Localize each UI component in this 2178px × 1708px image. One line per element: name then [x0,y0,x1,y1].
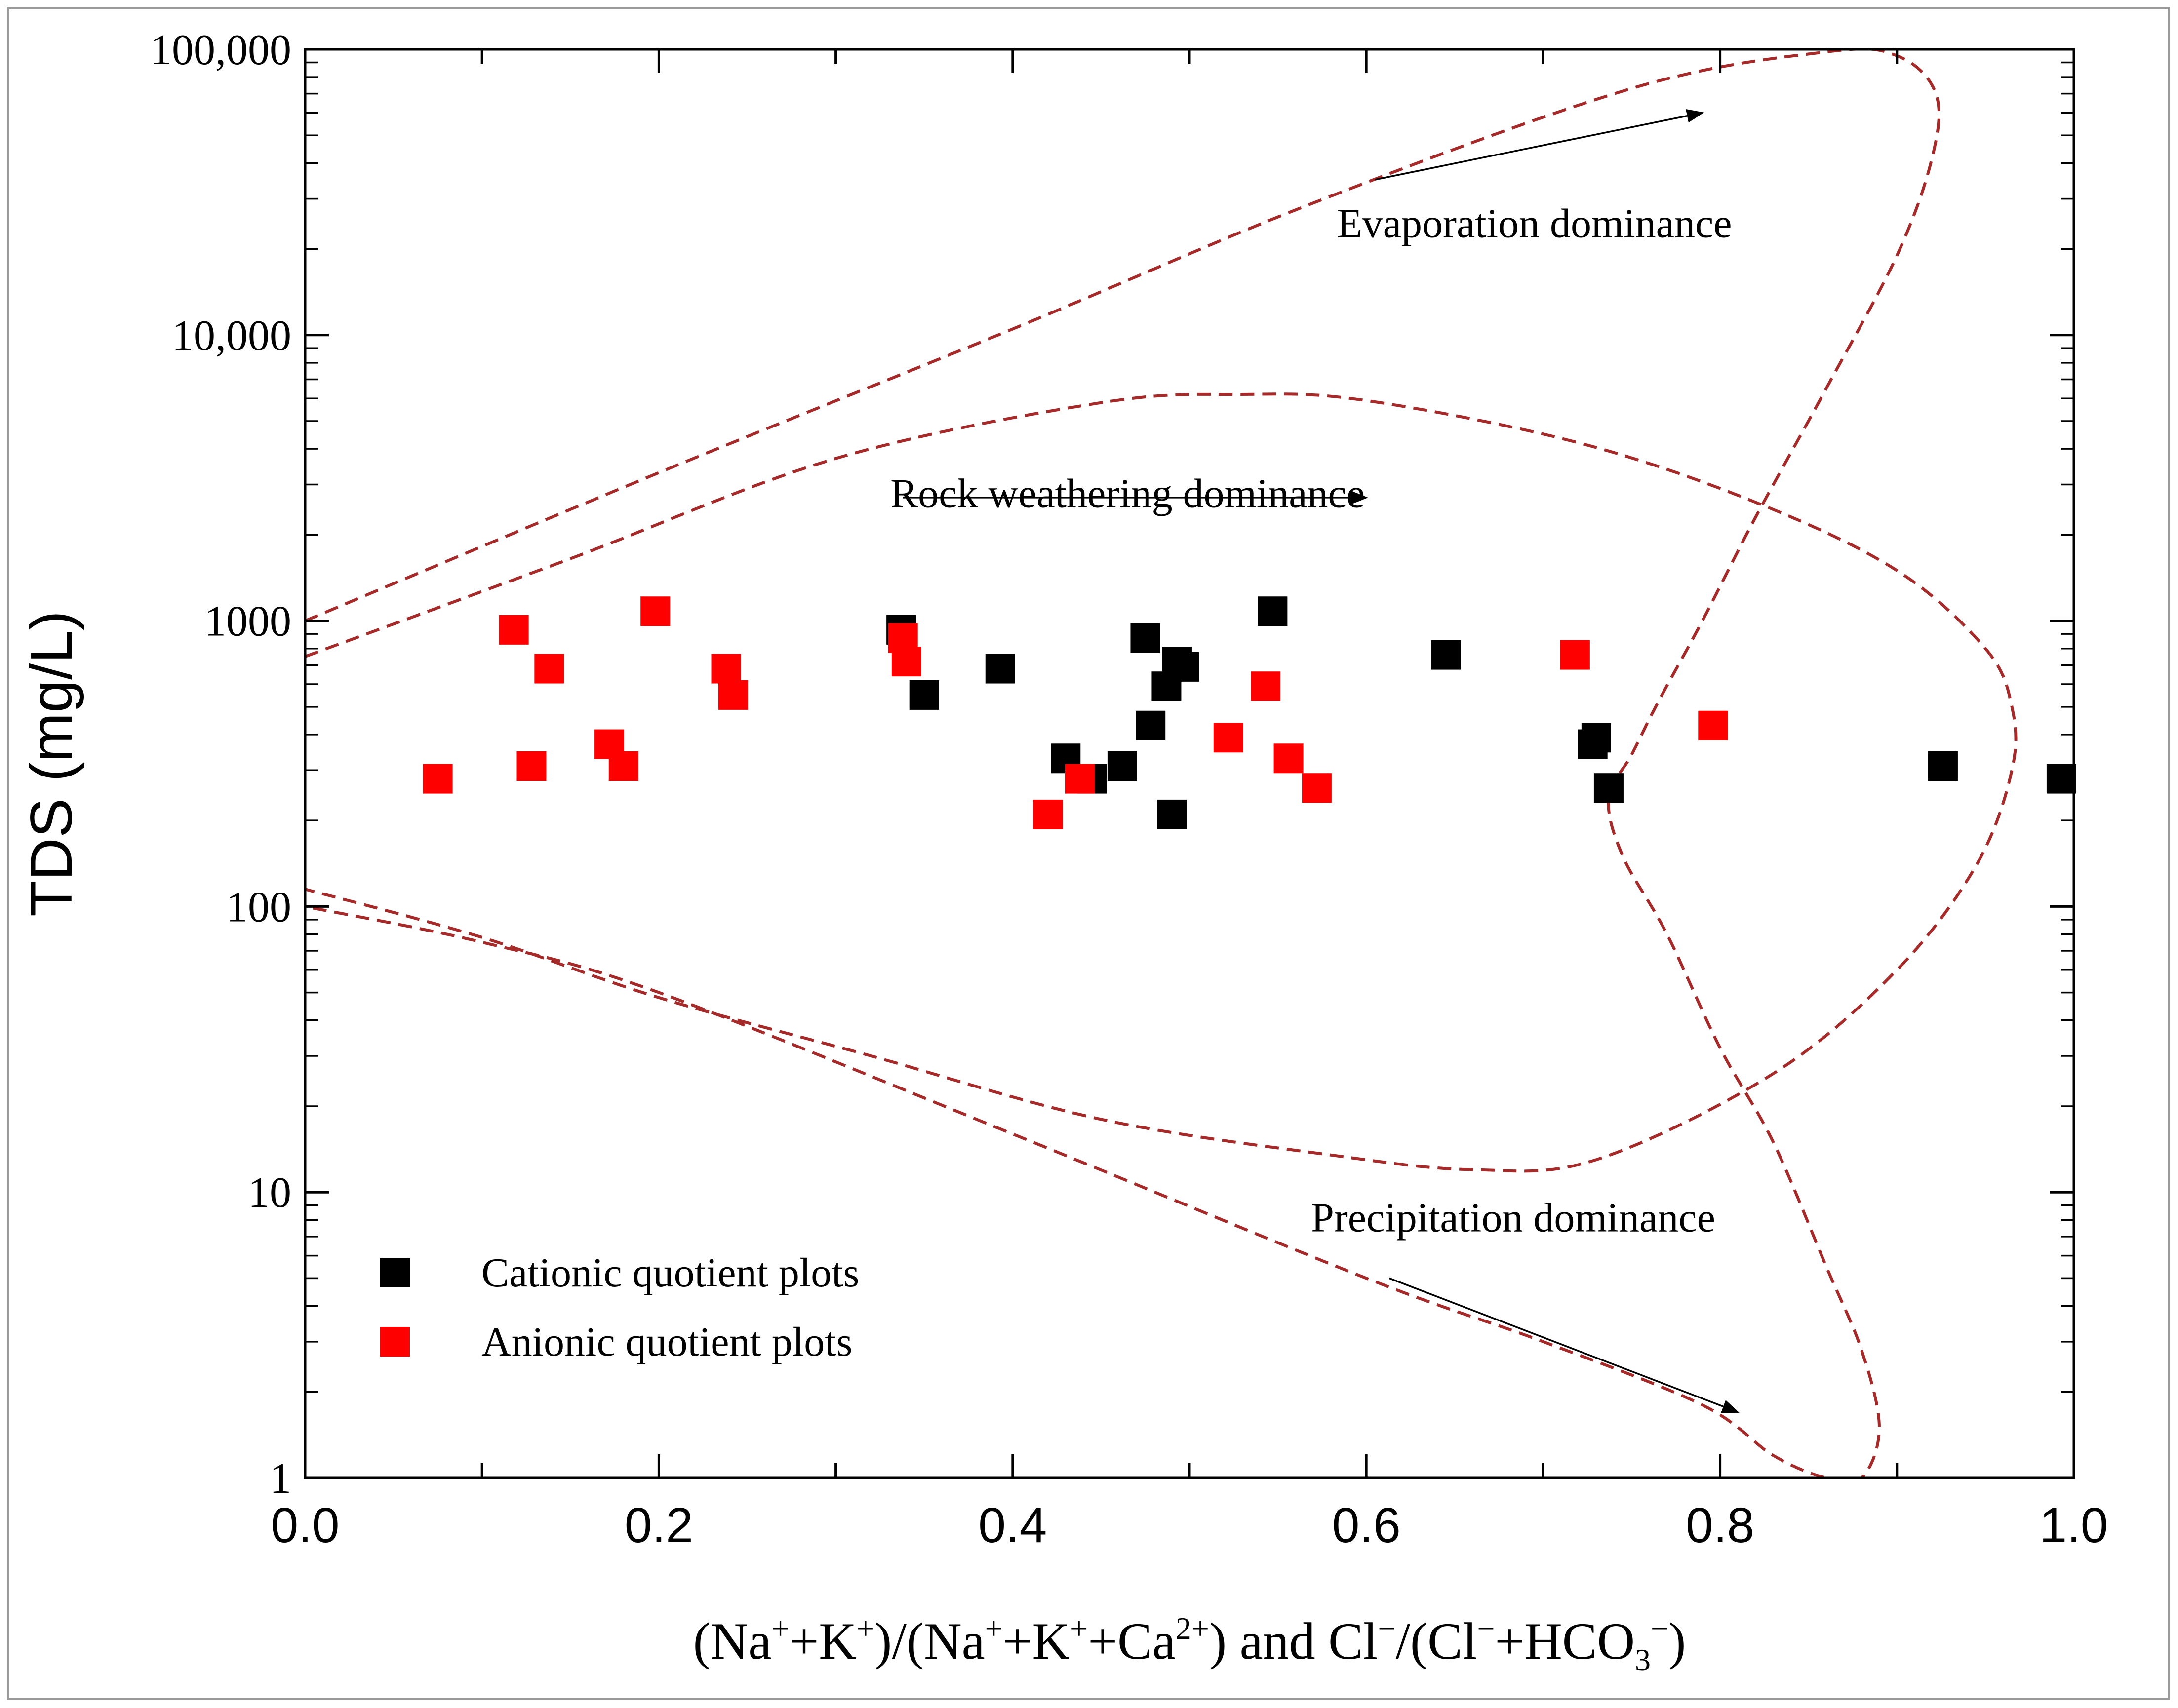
data-point [608,751,638,781]
data-point [1136,710,1166,740]
y-axis-label: TDS (mg/L) [18,611,84,917]
x-tick-label: 0.0 [271,1498,339,1553]
data-point [1213,723,1243,753]
arrow-evaporation [1375,109,1704,181]
x-axis-label-part: /(Cl [1395,1612,1477,1670]
x-axis-label-part: (Na [693,1612,772,1670]
x-axis-label: (Na++K+)/(Na++K++Ca2+) and Cl−/(Cl−+HCO3… [693,1611,1686,1677]
x-tick-label: 0.4 [978,1498,1047,1553]
data-point [1130,623,1160,653]
x-axis-label-part: − [1378,1611,1395,1646]
data-point [1302,773,1332,803]
y-tick-label: 10,000 [172,312,291,360]
x-axis-label-part: + [857,1611,874,1646]
boundary-evaporation-upper [305,49,1940,1478]
legend-label: Cationic quotient plots [481,1250,859,1296]
boundary-evaporation-lower [305,392,2018,1173]
data-point [1928,751,1958,781]
data-point [891,647,921,677]
data-point [1157,799,1187,829]
data-point [909,680,939,710]
data-point [1065,764,1095,794]
x-tick-label: 0.8 [1686,1498,1754,1553]
legend-label: Anionic quotient plots [481,1319,852,1365]
data-point [423,764,453,794]
series-cationic [886,596,2076,829]
y-tick-label: 100,000 [150,26,291,74]
data-point [499,615,529,645]
data-point [1431,640,1461,670]
x-axis-label-part: ) and Cl [1209,1612,1378,1670]
y-tick-label: 10 [248,1169,291,1217]
data-points [423,596,2076,829]
data-point [985,654,1015,684]
x-axis-label-part: +K [1003,1612,1070,1670]
x-axis-ticks: 0.0 0.2 0.4 0.6 0.8 1.0 [271,49,2108,1553]
data-point [1033,799,1063,829]
data-point [516,751,547,781]
annotation-text: Rock weathering dominance [890,470,1365,516]
x-axis-label-part: 2+ [1176,1611,1209,1646]
data-point [1273,743,1304,774]
annotation-text: Evaporation dominance [1337,201,1732,247]
x-axis-label-part: +HCO [1495,1612,1635,1670]
legend: Cationic quotient plots Anionic quotient … [380,1250,859,1365]
y-tick-label: 1 [270,1455,291,1503]
data-point [1593,773,1624,803]
data-point [534,654,564,684]
annotations: Evaporation dominance Rock weathering dom… [890,201,1732,1241]
y-tick-label: 1000 [204,598,291,646]
x-axis-label-part: ) [1668,1612,1686,1670]
legend-marker [380,1258,410,1287]
data-point [1251,671,1281,701]
x-axis-label-part: 3 [1635,1642,1651,1677]
data-point [1698,710,1728,740]
x-tick-label: 0.2 [625,1498,693,1553]
x-axis-label-part: )/(Na [874,1612,985,1670]
data-point [1107,751,1137,781]
data-point [1581,723,1611,753]
data-point [2046,764,2076,794]
legend-marker [380,1327,410,1357]
x-axis-label-part: − [1477,1611,1495,1646]
x-axis-label-part: +K [790,1612,857,1670]
boundary-curves [305,49,2018,1478]
y-tick-label: 100 [226,883,291,931]
figure-frame [7,7,2170,1700]
data-point [718,680,748,710]
x-axis-label-part: +Ca [1088,1612,1176,1670]
x-axis-label-part: + [985,1611,1003,1646]
x-tick-label: 1.0 [2039,1498,2108,1553]
x-axis-label-part: + [1070,1611,1088,1646]
data-point [1169,652,1199,682]
data-point [640,596,671,626]
series-anionic [423,596,1728,829]
x-tick-label: 0.6 [1332,1498,1401,1553]
arrow-precipitation [1389,1277,1740,1413]
y-axis-ticks: 1 10 100 1000 10,000 100,000 [150,26,2074,1503]
x-axis-label-part: − [1651,1611,1668,1646]
data-point [711,654,741,684]
annotation-text: Precipitation dominance [1311,1195,1715,1241]
annotation-arrows [903,109,1740,1413]
x-axis-label-part: + [771,1611,789,1646]
data-point [1258,596,1288,626]
data-point [1560,640,1590,670]
